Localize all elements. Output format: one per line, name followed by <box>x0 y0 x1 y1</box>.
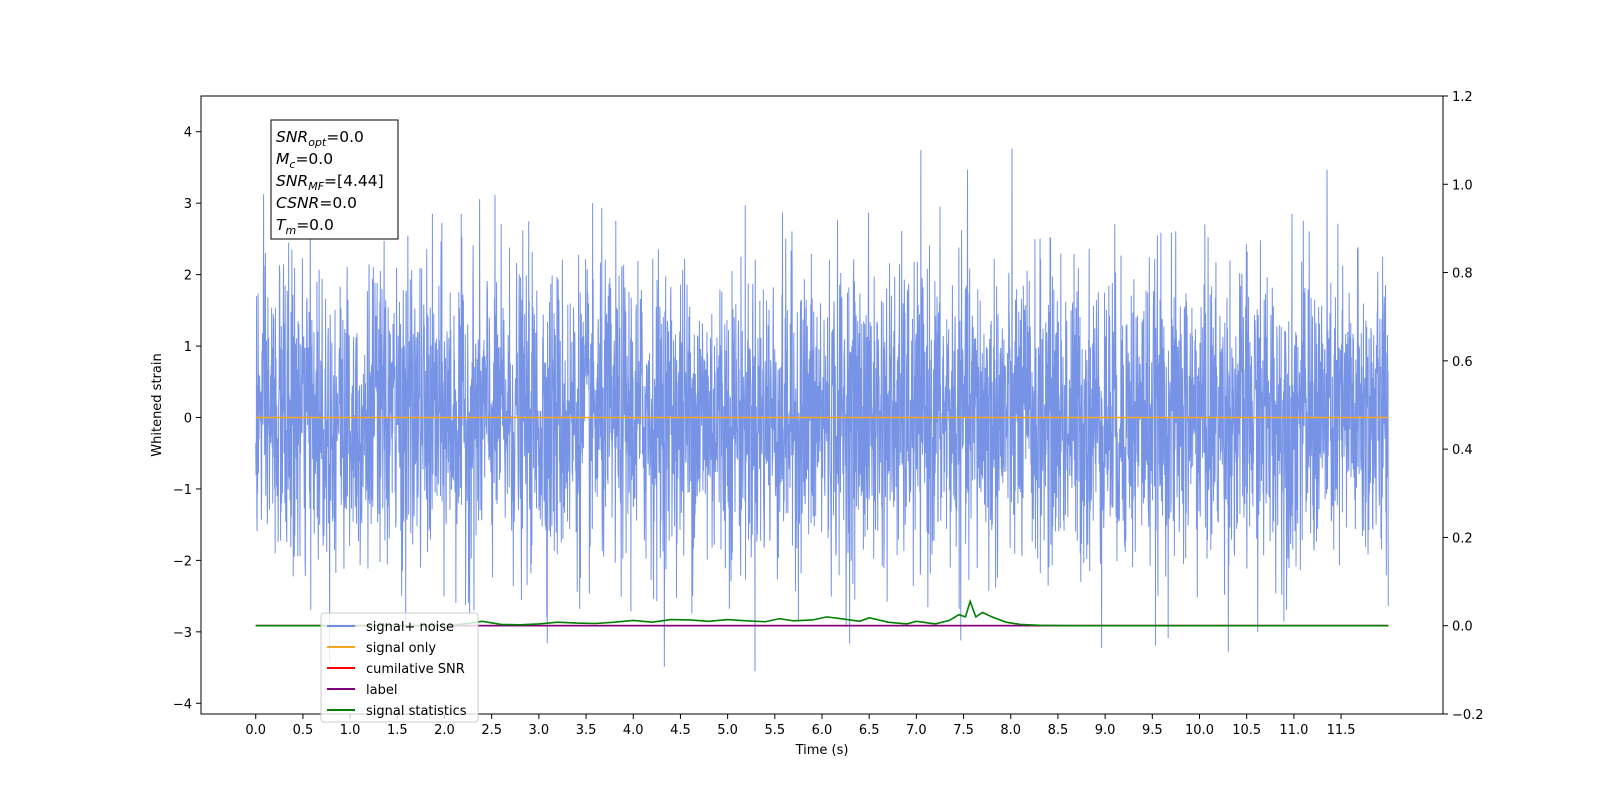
x-tick-label: 10.5 <box>1232 723 1261 738</box>
legend-label: label <box>366 683 397 698</box>
y2-tick-label: 0.8 <box>1452 267 1473 282</box>
x-tick-label: 10.0 <box>1185 723 1214 738</box>
x-tick-label: 5.5 <box>764 723 785 738</box>
y-tick-label: 0 <box>184 412 192 427</box>
signal-noise-series <box>255 148 1389 672</box>
legend-label: signal statistics <box>366 704 467 719</box>
legend-label: signal only <box>366 641 436 656</box>
y-tick-label: 1 <box>184 340 192 355</box>
y2-tick-label: −0.2 <box>1452 708 1484 723</box>
x-tick-label: 2.5 <box>481 723 502 738</box>
x-tick-label: 9.5 <box>1142 723 1163 738</box>
y2-tick-label: 0.6 <box>1452 355 1473 370</box>
x-tick-label: 3.0 <box>529 723 550 738</box>
y-axis-left: 4 3 2 1 0 −1 −2 −3 −4 <box>173 126 201 712</box>
x-tick-label: 9.0 <box>1095 723 1116 738</box>
legend-frame <box>320 612 479 723</box>
y-tick-label: 2 <box>184 269 192 284</box>
x-tick-label: 5.0 <box>717 723 738 738</box>
x-tick-label: 4.0 <box>623 723 644 738</box>
x-tick-label: 0.0 <box>245 723 266 738</box>
y2-tick-label: 0.2 <box>1452 531 1473 546</box>
y-axis-right: 1.2 1.0 0.8 0.6 0.4 0.2 0.0 −0.2 <box>1443 90 1484 723</box>
x-tick-label: 8.5 <box>1048 723 1069 738</box>
y2-tick-label: 0.0 <box>1452 620 1473 635</box>
x-tick-label: 1.0 <box>340 723 361 738</box>
legend-label: cumilative SNR <box>366 662 465 677</box>
y-axis-label: Whitened strain <box>150 353 165 456</box>
x-tick-label: 7.0 <box>906 723 927 738</box>
y-tick-label: −2 <box>173 554 192 569</box>
x-axis: 0.0 0.5 1.0 1.5 2.0 2.5 3.0 3.5 4.0 4.5 5.0 5.5 6.0 6… <box>245 714 1356 738</box>
x-tick-label: 1.5 <box>387 723 408 738</box>
y-tick-label: 4 <box>184 126 192 141</box>
x-tick-label: 11.5 <box>1327 723 1356 738</box>
x-tick-label: 4.5 <box>670 723 691 738</box>
y-tick-label: −3 <box>173 626 192 641</box>
y-tick-label: 3 <box>184 197 192 212</box>
x-tick-label: 11.0 <box>1279 723 1308 738</box>
y-tick-label: −4 <box>173 697 192 712</box>
signal-noise-line <box>255 148 1389 672</box>
x-tick-label: 3.5 <box>576 723 597 738</box>
y-tick-label: −1 <box>173 483 192 498</box>
stats-line: CSNR=0.0 <box>276 194 357 212</box>
stats-line: Tm=0.0 <box>276 216 334 237</box>
series-signal-statistics <box>255 598 1389 627</box>
x-tick-label: 6.5 <box>859 723 880 738</box>
y2-tick-label: 1.0 <box>1452 178 1473 193</box>
x-axis-label: Time (s) <box>795 743 849 758</box>
legend: signal+ noise signal only cumilative SNR la… <box>320 612 479 723</box>
x-tick-label: 2.0 <box>434 723 455 738</box>
stats-line: SNRMF=[4.44] <box>276 172 384 193</box>
y2-tick-label: 0.4 <box>1452 443 1473 458</box>
stats-line: Mc=0.0 <box>276 150 333 171</box>
x-tick-label: 8.0 <box>1000 723 1021 738</box>
stats-box-frame <box>270 119 399 240</box>
legend-label: signal+ noise <box>366 620 454 635</box>
y2-tick-label: 1.2 <box>1452 90 1473 105</box>
x-tick-label: 0.5 <box>293 723 314 738</box>
x-tick-label: 6.0 <box>812 723 833 738</box>
x-tick-label: 7.5 <box>953 723 974 738</box>
stats-line: SNRopt=0.0 <box>276 128 364 149</box>
